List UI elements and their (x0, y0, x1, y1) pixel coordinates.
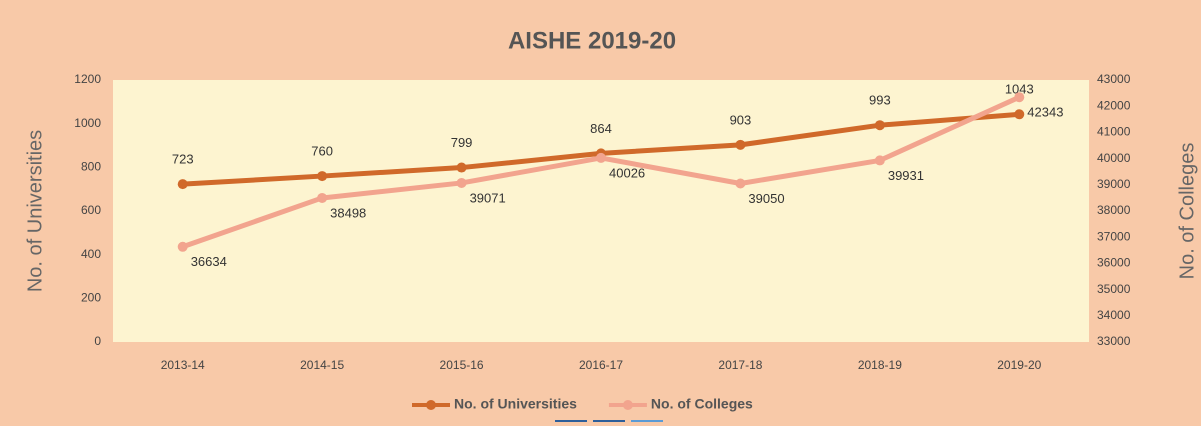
data-label: 864 (590, 121, 612, 136)
data-label: 39050 (748, 191, 784, 206)
y2-tick-label: 43000 (1097, 72, 1131, 86)
data-label: 39071 (470, 190, 506, 205)
data-label: 903 (730, 112, 752, 127)
point (317, 171, 328, 182)
data-label: 42343 (1027, 105, 1063, 120)
x-tick-label: 2017-18 (718, 358, 762, 372)
y2-tick-label: 40000 (1097, 151, 1131, 165)
data-label: 36634 (191, 254, 227, 269)
legend-label: No. of Universities (454, 396, 577, 412)
data-label: 993 (869, 93, 891, 108)
y-tick-label: 1000 (74, 116, 101, 130)
x-tick-label: 2016-17 (579, 358, 623, 372)
y2-tick-label: 42000 (1097, 98, 1131, 112)
data-label: 799 (451, 135, 473, 150)
data-label: 760 (311, 144, 333, 159)
y2-tick-label: 33000 (1097, 334, 1131, 348)
point (874, 120, 885, 131)
data-label: 38498 (330, 205, 366, 220)
point (456, 177, 467, 188)
data-label: 39931 (888, 168, 924, 183)
x-tick-label: 2014-15 (300, 358, 344, 372)
point (456, 162, 467, 173)
x-tick-label: 2018-19 (858, 358, 902, 372)
y-tick-label: 1200 (74, 72, 101, 86)
point (735, 139, 746, 150)
chart-title: AISHE 2019-20 (508, 27, 676, 54)
point (874, 155, 885, 166)
x-tick-label: 2013-14 (161, 358, 205, 372)
y2-tick-label: 36000 (1097, 256, 1131, 270)
data-label: 40026 (609, 165, 645, 180)
y-axis-label: No. of Universities (24, 130, 46, 292)
point (1014, 92, 1025, 103)
legend-marker (426, 400, 436, 410)
y2-axis-label: No. of Colleges (1176, 143, 1198, 280)
y-tick-label: 200 (81, 291, 101, 305)
x-tick-label: 2015-16 (440, 358, 484, 372)
legend-label: No. of Colleges (651, 396, 753, 412)
legend-marker (622, 400, 633, 410)
y2-tick-label: 39000 (1097, 177, 1131, 191)
y2-tick-label: 34000 (1097, 308, 1131, 322)
point (735, 178, 746, 189)
data-label: 1043 (1005, 82, 1034, 97)
x-tick-label: 2019-20 (997, 358, 1041, 372)
point (596, 152, 606, 163)
y2-tick-label: 35000 (1097, 282, 1131, 296)
point (317, 192, 328, 203)
y-tick-label: 600 (81, 203, 101, 217)
y-tick-label: 400 (81, 247, 101, 261)
y-tick-label: 800 (81, 160, 101, 174)
y2-tick-label: 37000 (1097, 229, 1131, 243)
point (1014, 109, 1025, 120)
y2-tick-label: 38000 (1097, 203, 1131, 217)
point (177, 241, 188, 252)
data-label: 723 (172, 152, 194, 167)
point (177, 179, 188, 190)
y-tick-label: 0 (94, 334, 101, 348)
y2-tick-label: 41000 (1097, 125, 1131, 139)
